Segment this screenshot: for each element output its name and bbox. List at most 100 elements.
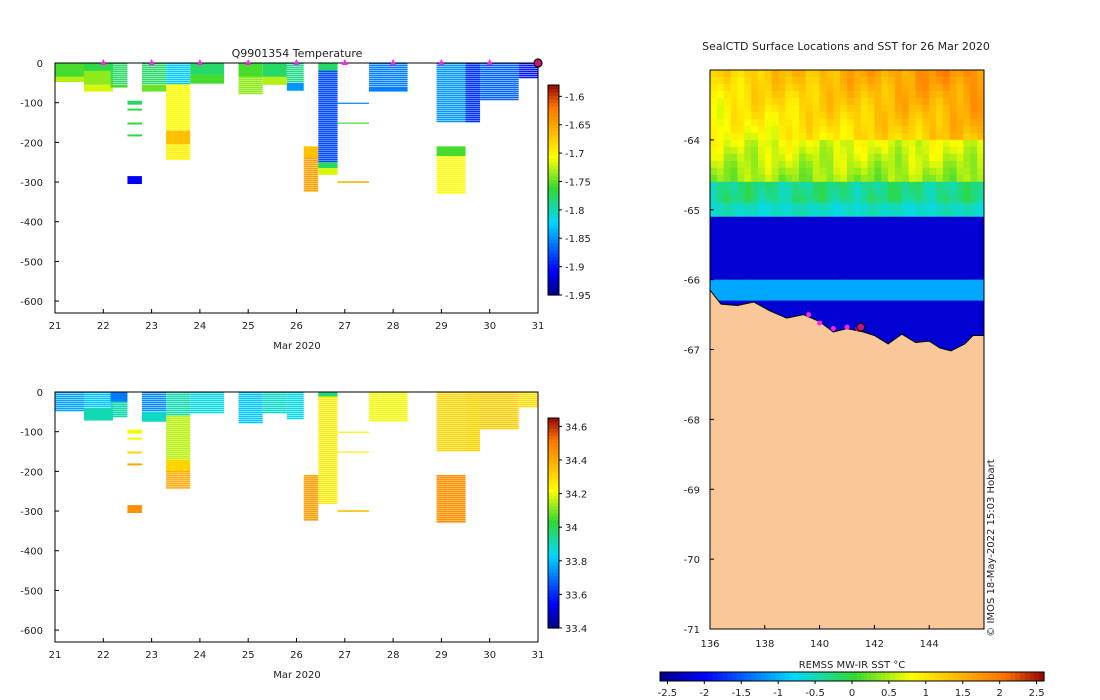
sst-cell <box>915 83 923 92</box>
sst-cell <box>812 167 820 176</box>
sst-cell <box>737 125 745 134</box>
sst-cell <box>812 70 820 78</box>
sst-cell <box>970 286 978 294</box>
sst-cell <box>785 97 793 106</box>
sst-cell <box>915 167 923 176</box>
sst-cell <box>716 272 725 281</box>
sst-cell <box>949 125 957 134</box>
colorbar-swatch <box>548 200 559 205</box>
colorbar-swatch <box>548 116 559 121</box>
colorbar-tick-label: 34.2 <box>565 490 587 501</box>
temperature-colorbar: -1.6-1.65-1.7-1.75-1.8-1.85-1.9-1.95 <box>547 84 591 302</box>
sst-cell <box>723 83 731 92</box>
sst-cell <box>716 216 725 225</box>
sst-cell <box>915 104 923 113</box>
sst-cell <box>812 195 820 204</box>
sst-cell <box>867 223 875 232</box>
sst-cell <box>922 272 930 281</box>
sst-cell <box>908 335 916 343</box>
sst-cell <box>929 265 937 274</box>
sst-cell <box>908 328 916 336</box>
sst-cell <box>915 321 923 329</box>
colorbar-swatch <box>784 672 791 681</box>
sst-cell <box>730 265 738 274</box>
sst-cell <box>860 174 868 183</box>
sst-cell <box>812 125 820 134</box>
x-tick-label: 24 <box>194 321 207 332</box>
sst-cell <box>805 118 814 127</box>
sst-cell <box>853 174 862 183</box>
sst-cell <box>826 237 834 246</box>
colorbar-swatch <box>548 579 559 584</box>
sst-cell <box>785 153 793 162</box>
colorbar-swatch <box>548 526 559 531</box>
sst-cell <box>874 97 882 106</box>
sst-cell <box>853 97 862 106</box>
sst-cell <box>942 258 951 267</box>
sst-cell <box>867 272 875 281</box>
sst-cell <box>826 293 834 301</box>
colorbar-frame <box>547 84 560 296</box>
sst-cell <box>888 146 896 155</box>
colorbar-swatch <box>548 530 559 535</box>
colorbar-swatch <box>548 460 559 465</box>
sst-cell <box>819 216 827 225</box>
sst-cell <box>942 251 951 260</box>
sst-cell <box>963 258 971 267</box>
salinity-panel: 21 22 23 24 25 26 27 28 29 30 31 0-100-200-300-400… <box>20 388 587 681</box>
sst-cell <box>963 202 971 211</box>
sst-cell <box>942 328 951 336</box>
sst-cell <box>840 139 848 148</box>
sst-cell <box>737 167 745 176</box>
sst-cell <box>764 272 773 281</box>
sst-cell <box>977 181 985 190</box>
sst-cell <box>922 286 930 294</box>
sst-cell <box>799 307 807 315</box>
sst-cell <box>826 76 834 85</box>
colorbar-swatch <box>780 672 786 681</box>
sst-cell <box>764 230 773 239</box>
sst-cell <box>812 111 820 120</box>
sst-cell <box>792 160 800 169</box>
sst-cell <box>922 258 930 267</box>
sst-cell <box>908 202 916 211</box>
sst-cell <box>929 307 937 315</box>
sst-cell <box>908 153 916 162</box>
sst-cell <box>792 174 800 183</box>
sst-cell <box>737 139 745 148</box>
sst-cell <box>949 279 957 288</box>
sst-cell <box>778 230 786 239</box>
colorbar-swatch <box>1039 672 1045 681</box>
profile-sample <box>127 451 142 454</box>
sst-cell <box>751 111 759 120</box>
sst-cell <box>799 216 807 225</box>
sst-cell <box>963 244 971 253</box>
sst-cell <box>860 83 868 92</box>
sst-cell <box>956 314 964 322</box>
colorbar-swatch <box>976 672 983 681</box>
sst-cell <box>764 90 773 99</box>
sst-cell <box>737 83 745 92</box>
sst-cell <box>716 83 725 92</box>
sst-cell <box>819 132 827 141</box>
sst-cell <box>751 251 759 260</box>
sst-cell <box>936 321 944 329</box>
sst-cell <box>819 293 827 301</box>
sst-cell <box>744 132 752 141</box>
sst-cell <box>888 230 896 239</box>
sst-cell <box>901 265 910 274</box>
sst-cell <box>929 300 937 308</box>
sst-cell <box>757 209 766 218</box>
sst-cell <box>901 104 910 113</box>
sst-cell <box>744 90 752 99</box>
sst-cell <box>922 195 930 204</box>
sst-cell <box>881 132 889 141</box>
sst-cell <box>949 90 957 99</box>
surface-markers <box>100 58 543 68</box>
sst-cell <box>867 153 875 162</box>
sst-cell <box>826 139 834 148</box>
sst-cell <box>805 125 814 134</box>
sst-cell <box>881 174 889 183</box>
sst-cell <box>751 188 759 197</box>
